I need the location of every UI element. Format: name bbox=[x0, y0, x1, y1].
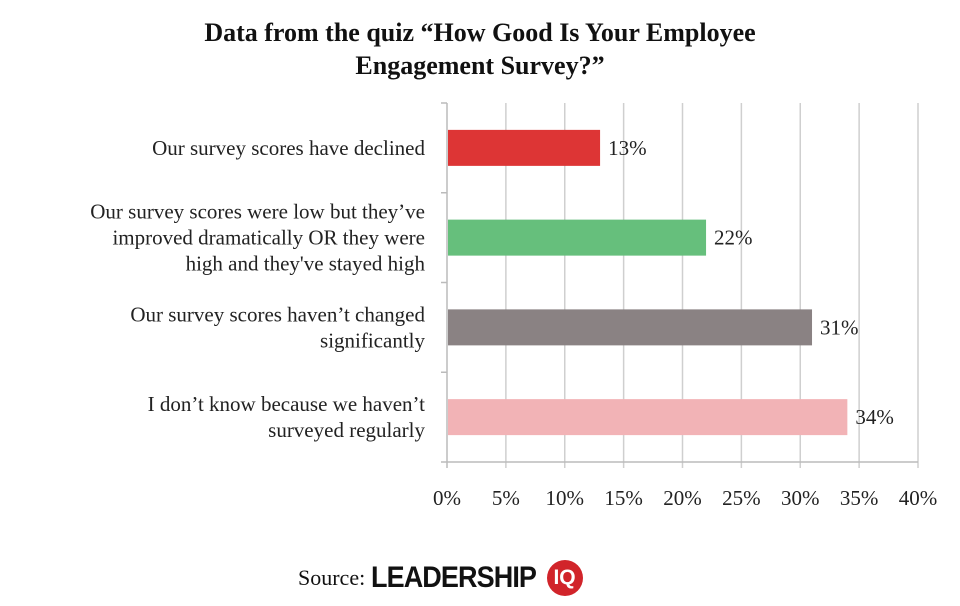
x-tick-label: 25% bbox=[722, 486, 761, 510]
x-tick-label: 40% bbox=[899, 486, 938, 510]
iq-badge: IQ bbox=[546, 560, 583, 596]
x-tick-label: 5% bbox=[492, 486, 520, 510]
category-label: Our survey scores haven’t changed bbox=[130, 302, 425, 326]
source-credit: Source: LEADERSHIP IQ bbox=[298, 560, 583, 596]
bar bbox=[448, 219, 707, 256]
leadership-iq-logo: LEADERSHIP bbox=[371, 561, 537, 594]
data-label: 31% bbox=[820, 315, 859, 339]
source-label: Source: bbox=[298, 565, 366, 590]
x-tick-label: 0% bbox=[433, 486, 461, 510]
category-label: high and they've stayed high bbox=[186, 252, 426, 276]
data-label: 13% bbox=[608, 136, 647, 160]
x-tick-label: 15% bbox=[604, 486, 643, 510]
category-label: Our survey scores were low but they’ve bbox=[90, 200, 425, 224]
chart-title-line-1: Data from the quiz “How Good Is Your Emp… bbox=[204, 18, 756, 47]
category-label: I don’t know because we haven’t bbox=[148, 392, 426, 416]
category-label: Our survey scores have declined bbox=[152, 136, 425, 160]
x-tick-label: 10% bbox=[546, 486, 585, 510]
category-label: surveyed regularly bbox=[268, 418, 425, 442]
bar bbox=[448, 129, 601, 166]
bar bbox=[448, 399, 848, 436]
data-label: 34% bbox=[855, 405, 894, 429]
bar bbox=[448, 309, 813, 346]
chart-title-line-2: Engagement Survey?” bbox=[355, 51, 605, 80]
data-label: 22% bbox=[714, 226, 753, 250]
x-tick-label: 30% bbox=[781, 486, 820, 510]
x-tick-label: 35% bbox=[840, 486, 879, 510]
x-tick-label: 20% bbox=[663, 486, 702, 510]
bar-chart: 0% 5% 10% 15% 20% 25% 30% 35% 40% 13% Our survey s… bbox=[90, 102, 938, 510]
category-label: significantly bbox=[320, 328, 425, 352]
category-label: improved dramatically OR they were bbox=[112, 226, 425, 250]
